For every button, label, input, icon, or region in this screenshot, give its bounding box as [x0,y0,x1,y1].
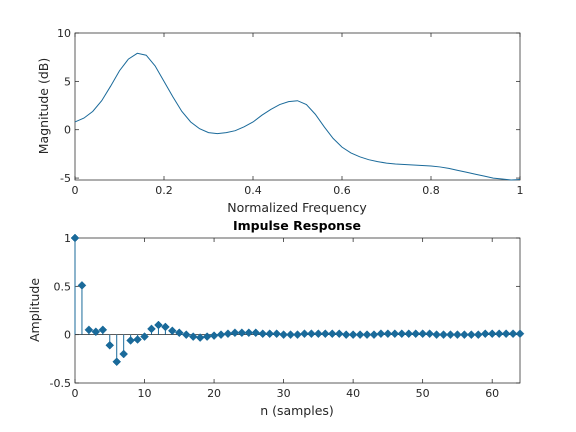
impulse-marker [369,330,379,340]
impulse-marker [376,329,386,339]
magnitude-ytick-label: 5 [64,75,71,88]
impulse-xtick-label: 10 [138,387,152,400]
impulse-marker [98,325,108,335]
impulse-marker [230,328,240,338]
impulse-marker [161,322,170,332]
impulse-marker [404,329,414,339]
impulse-marker [140,332,149,341]
impulse-marker [133,335,142,344]
magnitude-ylabel: Magnitude (dB) [36,58,51,154]
magnitude-ytick-label: 0 [64,124,71,137]
impulse-marker [362,330,372,340]
magnitude-plot: Normalized Frequency Magnitude (dB) 0 0.2… [36,27,524,215]
magnitude-xtick-label: 0.2 [155,184,173,197]
impulse-marker [237,328,247,338]
magnitude-series-line [74,52,521,181]
impulse-marker [446,330,455,340]
magnitude-xtick-label: 0.6 [333,184,351,197]
impulse-marker [174,328,184,338]
magnitude-xtick-label: 0.8 [422,184,440,197]
impulse-marker [216,330,226,340]
impulse-marker [251,328,261,338]
impulse-marker [473,330,483,340]
magnitude-xlabel: Normalized Frequency [227,200,367,215]
impulse-marker [70,233,80,243]
impulse-xtick-label: 60 [485,387,499,400]
impulse-marker [244,328,254,338]
impulse-ytick-label: 0.5 [54,280,72,293]
impulse-ylabel: Amplitude [27,278,42,342]
impulse-marker [105,340,115,350]
impulse-marker [320,329,330,339]
impulse-marker [501,329,511,339]
impulse-marker [453,330,462,340]
impulse-marker [487,329,497,339]
impulse-marker [494,329,504,339]
impulse-marker [439,330,448,340]
impulse-marker [293,330,302,340]
impulse-title: Impulse Response [233,218,361,233]
impulse-marker [515,329,525,339]
impulse-marker [466,330,476,340]
impulse-marker [279,330,288,340]
impulse-marker [112,357,122,367]
impulse-marker [202,332,212,341]
magnitude-ytick-label: 10 [57,27,71,40]
impulse-marker [460,330,469,340]
impulse-ytick-label: -0.5 [50,377,71,390]
impulse-marker [383,329,393,339]
impulse-marker [480,329,490,339]
magnitude-xtick-label: 0.4 [244,184,262,197]
impulse-marker [167,326,177,336]
magnitude-ytick-label: -5 [60,172,71,185]
impulse-marker [181,330,191,340]
impulse-marker [286,330,295,340]
impulse-marker [334,329,344,339]
impulse-marker [432,330,441,340]
impulse-marker [154,320,163,330]
magnitude-xtick-label: 0 [72,184,79,197]
impulse-xtick-label: 20 [207,387,221,400]
impulse-xtick-label: 50 [416,387,430,400]
impulse-marker [411,329,421,339]
impulse-marker [397,329,407,339]
impulse-marker [418,329,428,339]
impulse-marker [300,329,309,339]
impulse-xtick-label: 30 [277,387,291,400]
impulse-plot: Impulse Response n (samples) Amplitude 0… [27,218,525,418]
impulse-marker [209,331,219,340]
impulse-marker [425,329,434,339]
impulse-ytick-label: 0 [64,329,71,342]
impulse-marker [307,329,316,339]
impulse-marker [91,327,101,337]
impulse-marker [77,281,87,290]
impulse-marker [84,325,94,335]
impulse-marker [188,332,198,341]
impulse-marker [195,333,205,342]
impulse-marker [341,330,351,340]
impulse-marker [327,329,337,339]
impulse-xlabel: n (samples) [260,403,334,418]
impulse-marker [390,329,400,339]
magnitude-axes-box [74,32,521,181]
impulse-marker [272,329,281,339]
impulse-marker [119,349,129,359]
impulse-marker [355,330,365,340]
impulse-marker [508,329,518,339]
impulse-marker [348,330,358,340]
impulse-xtick-label: 40 [346,387,360,400]
impulse-marker [314,329,323,339]
impulse-marker [126,336,135,345]
magnitude-xtick-label: 1 [517,184,524,197]
impulse-marker [147,324,156,334]
impulse-ytick-label: 1 [64,232,71,245]
impulse-marker [265,329,275,339]
impulse-marker [223,329,233,339]
impulse-marker [258,329,268,339]
impulse-xtick-label: 0 [72,387,79,400]
